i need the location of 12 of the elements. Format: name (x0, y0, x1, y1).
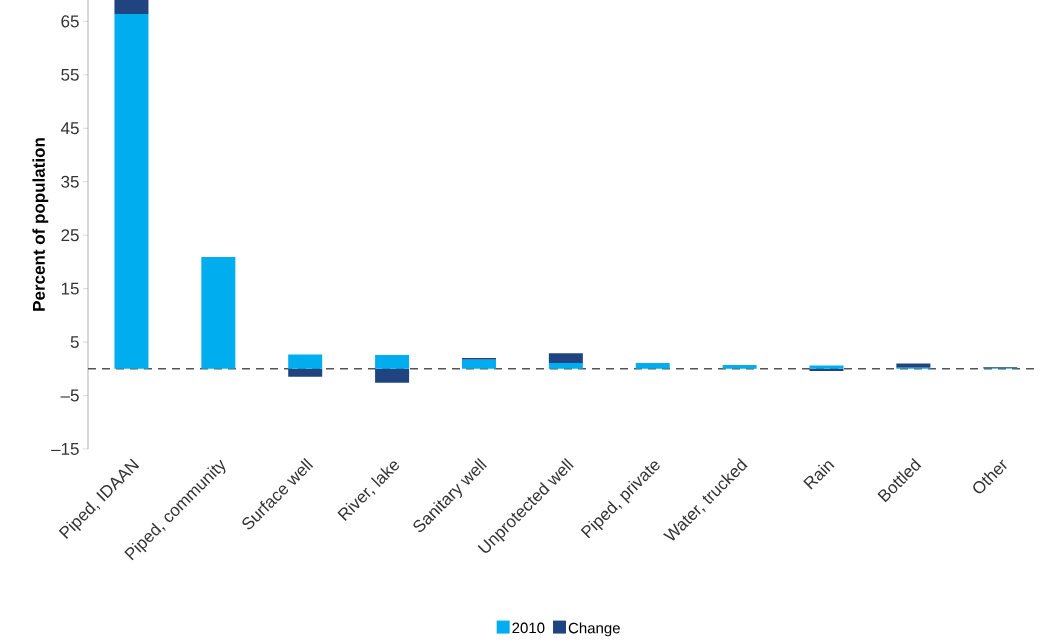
y-tick-label: 65 (61, 15, 79, 28)
y-tick-label: 15 (61, 282, 79, 295)
y-tick-label: 25 (61, 229, 79, 242)
y-tick-label: 45 (60, 122, 79, 135)
y-tick-label: –5 (60, 389, 79, 402)
y-tick-label: –15 (51, 443, 79, 455)
y-tick-label: 5 (70, 336, 79, 349)
legend-label: 2010 (512, 622, 545, 634)
legend-label: Change (568, 622, 620, 637)
y-tick-label: 55 (61, 68, 79, 81)
y-axis-title: Percent of population (32, 138, 49, 311)
y-tick-label: 35 (61, 175, 79, 188)
